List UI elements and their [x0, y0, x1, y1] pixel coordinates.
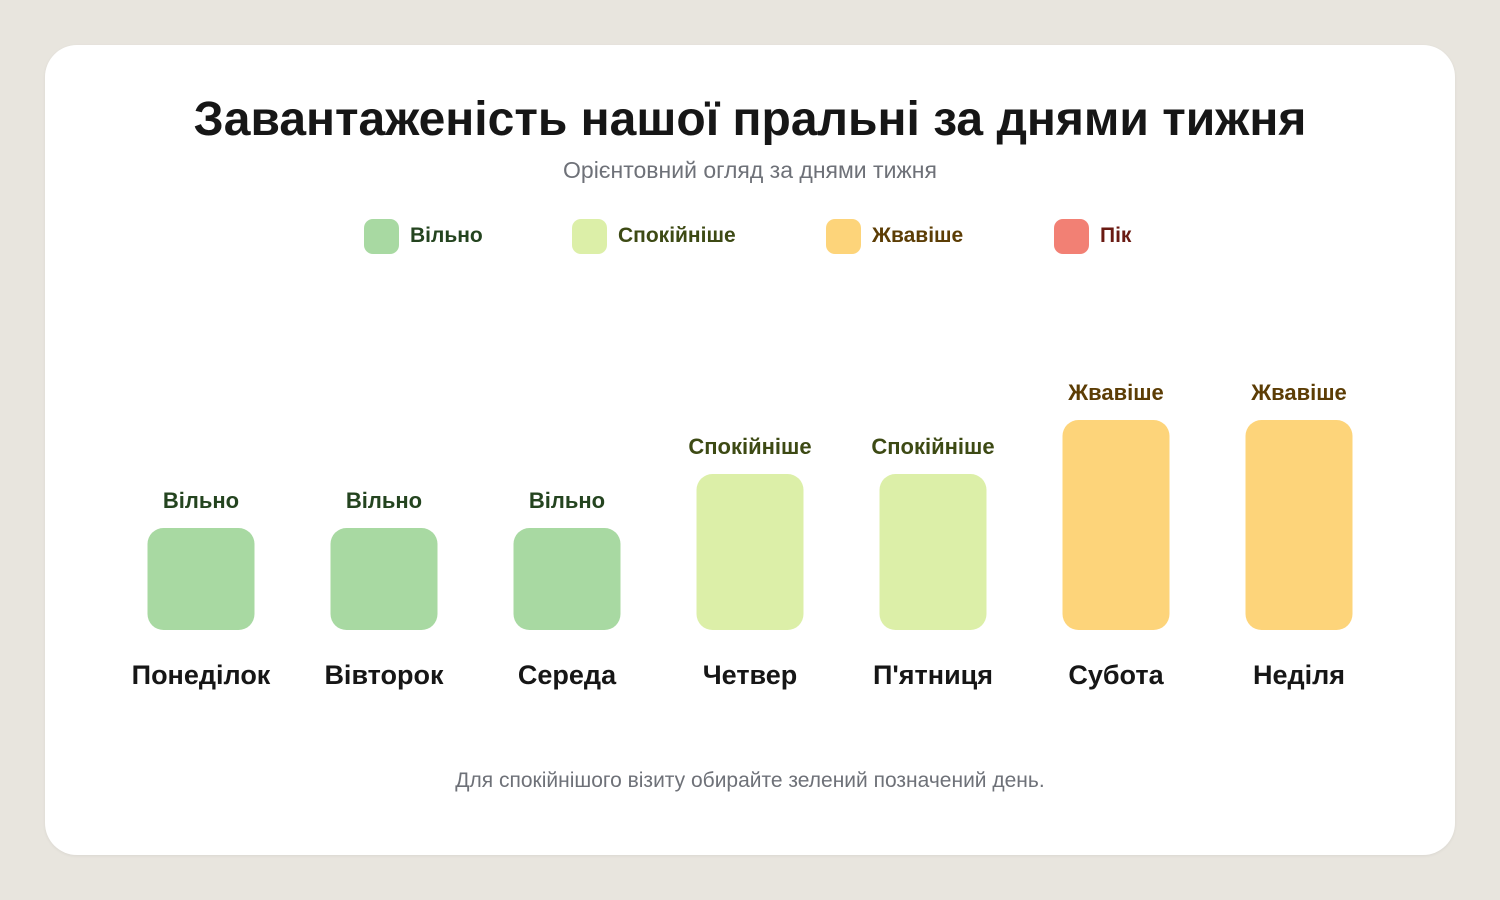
legend-item-pik: Пік: [1054, 218, 1131, 254]
bar-7: [1245, 420, 1353, 630]
bar-value-label-6: Жвавіше: [1067, 380, 1164, 405]
category-label-6: Субота: [1068, 660, 1164, 690]
legend-item-zhvavishe: Жвавіше: [826, 218, 963, 254]
legend-swatch-spokiinishe: [572, 218, 607, 254]
bar-value-label-2: Вільно: [346, 488, 422, 513]
category-label-3: Середа: [518, 660, 617, 690]
legend-label-zhvavishe: Жвавіше: [872, 224, 964, 247]
bar-value-label-1: Вільно: [163, 488, 239, 513]
category-label-5: П'ятниця: [873, 660, 993, 690]
category-label-1: Понеділок: [132, 660, 271, 690]
legend-swatch-vilno: [364, 218, 399, 254]
bar-value-label-3: Вільно: [529, 488, 605, 513]
bar-value-label-5: Спокійніше: [871, 434, 994, 459]
legend-swatch-zhvavishe: [826, 218, 861, 254]
chart-subtitle: Орієнтовний огляд за днями тижня: [563, 157, 937, 183]
chart-card: Завантаженість нашої пральні за днями ти…: [45, 45, 1455, 855]
category-label-2: Вівторок: [324, 660, 444, 690]
legend-item-vilno: Вільно: [364, 218, 483, 254]
category-label-4: Четвер: [703, 660, 798, 690]
bar-1: [147, 528, 255, 630]
legend-swatch-pik: [1054, 218, 1089, 254]
bar-value-label-4: Спокійніше: [688, 434, 811, 459]
category-label-7: Неділя: [1253, 660, 1345, 690]
legend-item-spokiinishe: Спокійніше: [572, 218, 736, 254]
chart-title: Завантаженість нашої пральні за днями ти…: [193, 93, 1307, 146]
bar-6: [1062, 420, 1170, 630]
bar-5: [879, 474, 987, 630]
bar-chart: Вільно Понеділок Вільно Вівторок Вільно Серед…: [132, 380, 1353, 690]
footer-note: Для спокійнішого візиту обирайте зелений…: [455, 769, 1045, 792]
legend-label-pik: Пік: [1100, 224, 1132, 247]
bar-2: [330, 528, 438, 630]
legend-label-vilno: Вільно: [410, 224, 483, 247]
bar-4: [696, 474, 804, 630]
bar-value-label-7: Жвавіше: [1250, 380, 1347, 405]
legend-label-spokiinishe: Спокійніше: [618, 224, 736, 247]
bar-3: [513, 528, 621, 630]
